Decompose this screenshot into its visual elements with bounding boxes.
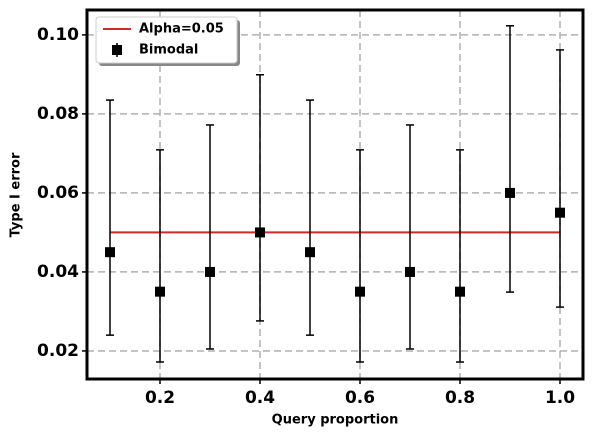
- marker: [455, 286, 465, 297]
- legend-box: [95, 16, 238, 64]
- marker: [355, 286, 365, 297]
- marker: [155, 286, 165, 297]
- x-tick-label: 1.0: [545, 388, 575, 408]
- y-tick-label: 0.06: [37, 183, 79, 203]
- y-axis-label: Type I error: [9, 152, 24, 237]
- x-tick-label: 0.4: [245, 388, 275, 408]
- x-tick-label: 0.6: [345, 388, 375, 408]
- marker: [255, 227, 265, 238]
- marker: [205, 266, 215, 277]
- plot-frame: [85, 8, 585, 381]
- y-tick-label: 0.08: [37, 104, 79, 124]
- marker: [305, 247, 315, 258]
- legend-label: Alpha=0.05: [139, 22, 224, 37]
- x-axis-label: Query proportion: [272, 413, 399, 428]
- x-tick-label: 0.8: [445, 388, 475, 408]
- legend-label: Bimodal: [139, 43, 198, 58]
- marker: [405, 266, 415, 277]
- marker: [505, 187, 515, 198]
- y-tick-label: 0.10: [37, 25, 79, 45]
- y-tick-label: 0.02: [37, 341, 79, 361]
- marker: [105, 247, 115, 258]
- y-tick-label: 0.04: [37, 262, 79, 282]
- marker: [555, 207, 565, 218]
- legend-marker: [112, 45, 122, 55]
- x-tick-label: 0.2: [145, 388, 175, 408]
